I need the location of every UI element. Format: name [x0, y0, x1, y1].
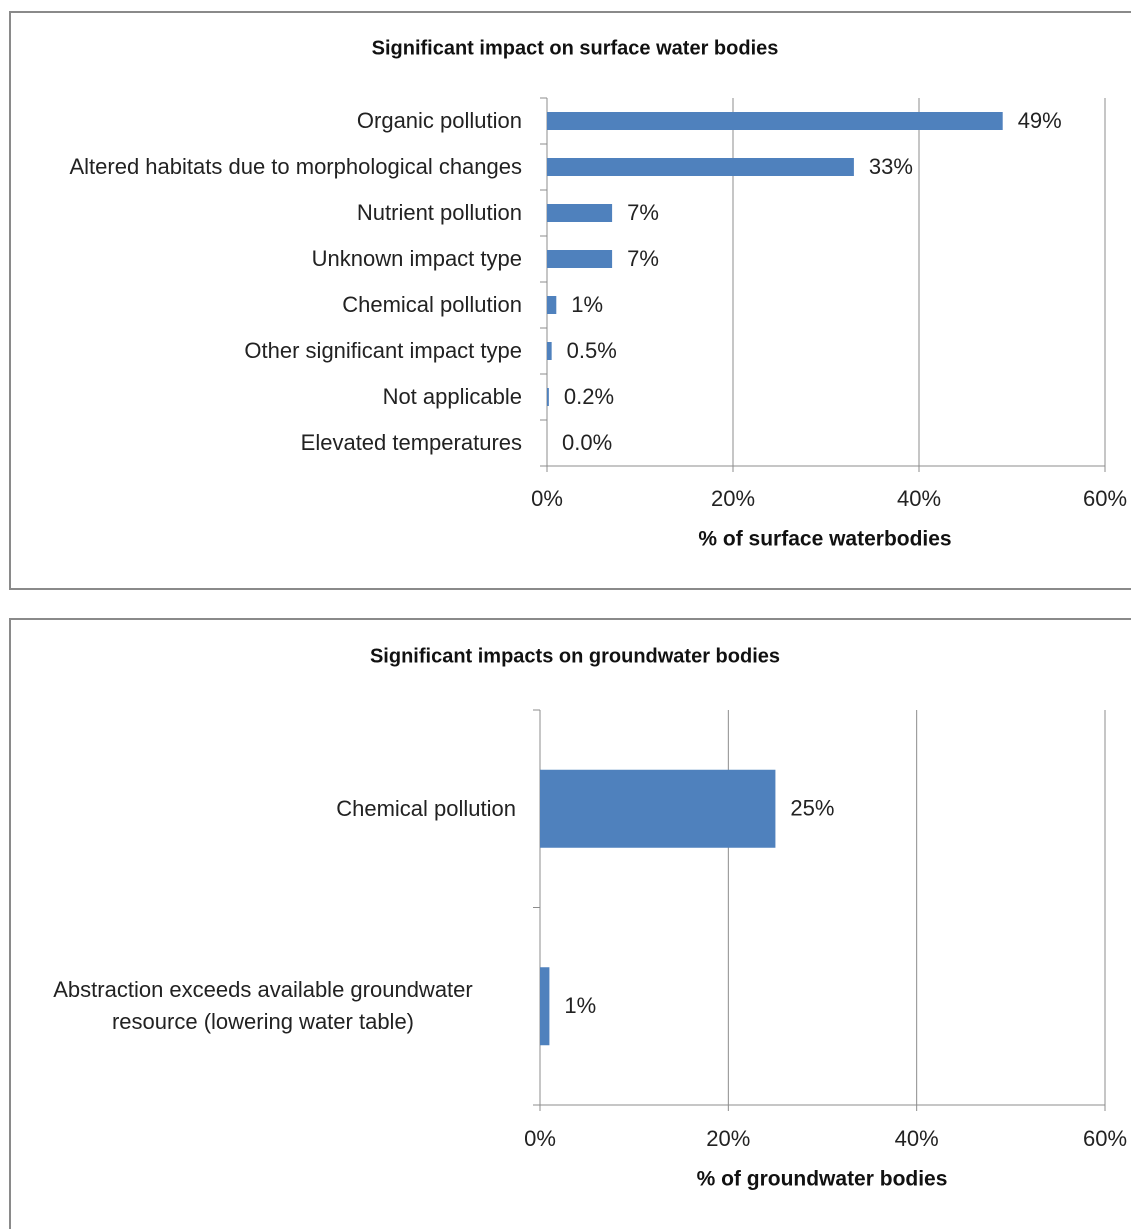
- chart-frame: [9, 11, 1131, 590]
- data-label: 1%: [564, 993, 596, 1018]
- category-label: Chemical pollution: [10, 710, 516, 908]
- category-label-box: Altered habitats due to morphological ch…: [10, 144, 522, 190]
- bar: [540, 769, 776, 848]
- category-label-text: Organic pollution: [356, 108, 522, 133]
- category-label-box: Nutrient pollution: [10, 190, 522, 236]
- category-label-text: Not applicable: [382, 384, 522, 409]
- category-label-text: Unknown impact type: [311, 246, 522, 271]
- category-label: Unknown impact type: [10, 236, 522, 282]
- category-label-text: Abstraction exceeds available groundwate…: [53, 977, 473, 1035]
- category-label: Elevated temperatures: [10, 420, 522, 466]
- category-label-box: Chemical pollution: [10, 282, 522, 328]
- category-label: Nutrient pollution: [10, 190, 522, 236]
- category-label: Abstraction exceeds available groundwate…: [10, 908, 516, 1106]
- data-label: 25%: [790, 796, 834, 821]
- category-label: Organic pollution: [10, 98, 522, 144]
- category-label-box: Unknown impact type: [10, 236, 522, 282]
- category-label-text: Elevated temperatures: [300, 430, 522, 455]
- data-label: 1%: [571, 292, 603, 317]
- category-label-box: Not applicable: [10, 374, 522, 420]
- category-label: Altered habitats due to morphological ch…: [10, 144, 522, 190]
- x-tick-label: 40%: [897, 486, 941, 511]
- category-label-box: Elevated temperatures: [10, 420, 522, 466]
- data-label: 0.5%: [567, 338, 617, 363]
- category-label: Not applicable: [10, 374, 522, 420]
- category-label: Chemical pollution: [10, 282, 522, 328]
- data-label: 0.2%: [564, 384, 614, 409]
- data-label: 0.0%: [562, 430, 612, 455]
- category-label-box: Organic pollution: [10, 98, 522, 144]
- x-tick-label: 0%: [531, 486, 563, 511]
- x-tick-label: 60%: [1083, 1126, 1127, 1151]
- data-label: 7%: [627, 200, 659, 225]
- bar: [547, 296, 557, 314]
- category-label-box: Chemical pollution: [10, 710, 516, 908]
- bar: [540, 967, 550, 1046]
- category-label-text: Altered habitats due to morphological ch…: [69, 154, 522, 179]
- chart-title: Significant impacts on groundwater bodie…: [370, 645, 780, 667]
- chart-frame: [9, 618, 1131, 1229]
- category-label-text: Chemical pollution: [336, 795, 516, 821]
- bar: [547, 112, 1003, 130]
- category-label-text: Other significant impact type: [244, 338, 522, 363]
- data-label: 7%: [627, 246, 659, 271]
- x-tick-label: 0%: [524, 1126, 556, 1151]
- x-tick-label: 20%: [706, 1126, 750, 1151]
- bar: [547, 388, 549, 406]
- x-axis-title: % of groundwater bodies: [697, 1168, 948, 1191]
- x-axis-title: % of surface waterbodies: [698, 528, 951, 551]
- x-tick-label: 20%: [711, 486, 755, 511]
- bar: [547, 250, 613, 268]
- bar: [547, 204, 613, 222]
- bar: [547, 342, 552, 360]
- data-label: 49%: [1018, 108, 1062, 133]
- bar: [547, 158, 854, 176]
- category-label: Other significant impact type: [10, 328, 522, 374]
- category-label-text: Chemical pollution: [342, 292, 522, 317]
- category-label-text: Nutrient pollution: [356, 200, 522, 225]
- chart-title: Significant impact on surface water bodi…: [372, 37, 779, 59]
- category-label-box: Other significant impact type: [10, 328, 522, 374]
- x-tick-label: 60%: [1083, 486, 1127, 511]
- x-tick-label: 40%: [895, 1126, 939, 1151]
- category-label-box: Abstraction exceeds available groundwate…: [10, 908, 516, 1106]
- data-label: 33%: [869, 154, 913, 179]
